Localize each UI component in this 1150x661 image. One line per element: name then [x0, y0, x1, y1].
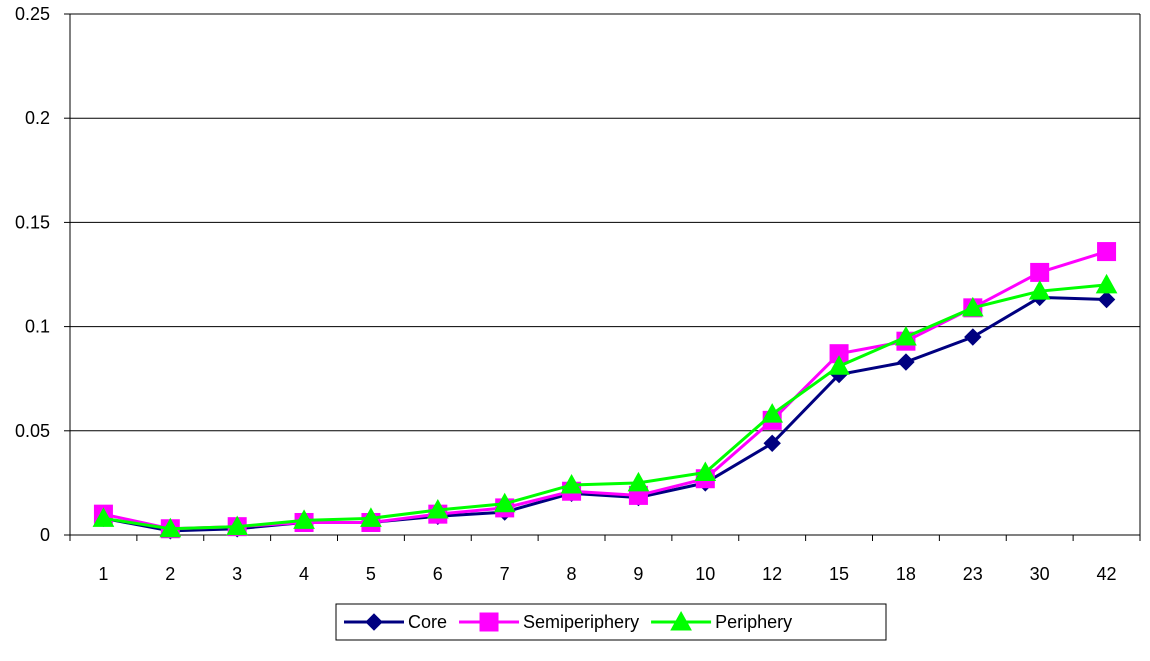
data-point-periphery: [293, 509, 315, 529]
x-tick-label: 12: [762, 564, 782, 584]
data-point-periphery: [1095, 273, 1118, 294]
x-tick-label: 7: [500, 564, 510, 584]
x-tick-label: 9: [633, 564, 643, 584]
data-point-periphery: [895, 325, 917, 346]
data-point-semiperiphery: [1097, 242, 1117, 262]
data-point-periphery: [92, 507, 115, 527]
tick-labels: 00.050.10.150.20.251 2 3 4 5 6 7 8 9 10 12 15 18 23 30…: [15, 4, 1117, 584]
x-tick-label: 6: [433, 564, 443, 584]
data-point-core: [964, 328, 982, 346]
x-tick-label: 1: [98, 564, 108, 584]
data-point-periphery: [493, 492, 516, 513]
data-point-periphery: [159, 517, 182, 538]
data-point-core: [1097, 290, 1116, 309]
series-periphery: [92, 273, 1118, 538]
data-point-periphery: [761, 403, 784, 423]
data-point-periphery: [828, 355, 850, 375]
data-point-periphery: [627, 471, 650, 492]
series-group: [92, 242, 1118, 540]
x-tick-label: 3: [232, 564, 242, 584]
data-point-periphery: [961, 296, 984, 317]
x-tick-label: 42: [1097, 564, 1117, 584]
legend-marker-semiperiphery: [479, 612, 499, 632]
series-line-periphery: [103, 283, 1107, 531]
series-line-core: [103, 295, 1107, 533]
legend-label-core: Core: [408, 612, 447, 632]
x-tick-label: 18: [896, 564, 916, 584]
data-point-semiperiphery: [1030, 262, 1050, 282]
legend-marker-periphery: [670, 610, 692, 631]
x-tick-label: 5: [366, 564, 376, 584]
legend-item-periphery: Periphery: [651, 610, 792, 632]
series-line-semiperiphery: [103, 250, 1108, 531]
x-tick-label: 4: [299, 564, 309, 584]
x-tick-label: 8: [567, 564, 577, 584]
data-point-periphery: [1028, 280, 1051, 300]
data-point-core: [763, 434, 781, 453]
x-tick-label: 23: [963, 564, 983, 584]
series-semiperiphery: [93, 242, 1117, 539]
y-tick-label: 0: [40, 525, 50, 545]
data-point-core: [897, 353, 915, 371]
data-point-periphery: [694, 461, 717, 481]
data-point-periphery: [426, 498, 449, 519]
legend-item-semiperiphery: Semiperiphery: [459, 612, 639, 632]
x-tick-label: 10: [695, 564, 715, 584]
y-tick-label: 0.1: [25, 317, 50, 337]
y-tick-label: 0.2: [25, 108, 50, 128]
y-tick-label: 0.05: [15, 421, 50, 441]
legend-box: [335, 603, 887, 641]
x-tick-label: 15: [829, 564, 849, 584]
data-point-periphery: [560, 473, 583, 494]
legend-item-core: Core: [344, 612, 447, 632]
data-point-periphery: [360, 507, 382, 527]
legend-label-semiperiphery: Semiperiphery: [523, 612, 639, 632]
axes: [64, 13, 1141, 541]
legend-marker-core: [365, 613, 383, 631]
y-tick-label: 0.25: [15, 4, 50, 24]
y-tick-label: 0.15: [15, 212, 50, 232]
legend: Core Semiperiphery Periphery: [335, 603, 887, 641]
x-tick-label: 2: [165, 564, 175, 584]
data-point-periphery: [226, 515, 249, 536]
legend-label-periphery: Periphery: [715, 612, 792, 632]
x-tick-label: 30: [1030, 564, 1050, 584]
gridlines: [70, 13, 1140, 432]
